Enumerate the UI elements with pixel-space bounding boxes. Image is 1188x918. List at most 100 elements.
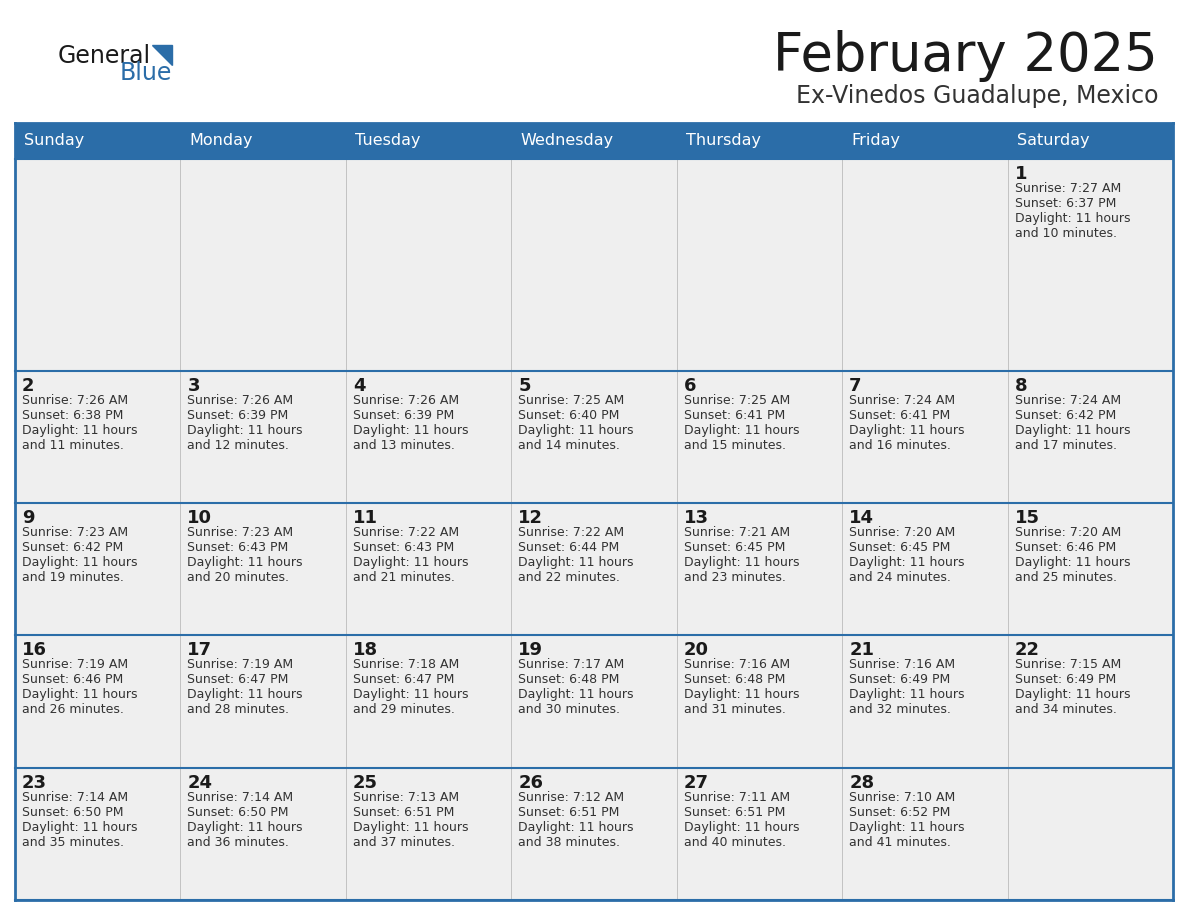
Text: Sunrise: 7:26 AM: Sunrise: 7:26 AM — [23, 394, 128, 407]
Text: Sunrise: 7:20 AM: Sunrise: 7:20 AM — [849, 526, 955, 539]
Text: 8: 8 — [1015, 376, 1028, 395]
Text: 9: 9 — [23, 509, 34, 527]
Text: Sunrise: 7:13 AM: Sunrise: 7:13 AM — [353, 790, 459, 803]
Text: Daylight: 11 hours: Daylight: 11 hours — [684, 821, 800, 834]
Text: Sunrise: 7:26 AM: Sunrise: 7:26 AM — [188, 394, 293, 407]
Text: Sunset: 6:42 PM: Sunset: 6:42 PM — [1015, 409, 1116, 421]
Bar — [15, 123, 1173, 159]
Text: Daylight: 11 hours: Daylight: 11 hours — [1015, 556, 1130, 569]
Text: and 23 minutes.: and 23 minutes. — [684, 571, 785, 584]
Text: Monday: Monday — [189, 133, 253, 149]
Text: Sunrise: 7:14 AM: Sunrise: 7:14 AM — [188, 790, 293, 803]
Text: Sunset: 6:44 PM: Sunset: 6:44 PM — [518, 541, 619, 554]
Text: and 10 minutes.: and 10 minutes. — [1015, 227, 1117, 240]
Text: Sunrise: 7:24 AM: Sunrise: 7:24 AM — [1015, 394, 1120, 407]
Text: Sunset: 6:49 PM: Sunset: 6:49 PM — [849, 674, 950, 687]
Text: Sunrise: 7:21 AM: Sunrise: 7:21 AM — [684, 526, 790, 539]
Text: and 30 minutes.: and 30 minutes. — [518, 703, 620, 716]
Text: 11: 11 — [353, 509, 378, 527]
Text: Sunset: 6:41 PM: Sunset: 6:41 PM — [849, 409, 950, 421]
Text: and 40 minutes.: and 40 minutes. — [684, 835, 785, 848]
Text: Sunrise: 7:26 AM: Sunrise: 7:26 AM — [353, 394, 459, 407]
Text: and 26 minutes.: and 26 minutes. — [23, 703, 124, 716]
Text: Daylight: 11 hours: Daylight: 11 hours — [188, 688, 303, 701]
Text: and 29 minutes.: and 29 minutes. — [353, 703, 455, 716]
Text: Sunset: 6:50 PM: Sunset: 6:50 PM — [188, 806, 289, 819]
Text: Sunset: 6:47 PM: Sunset: 6:47 PM — [353, 674, 454, 687]
Text: Daylight: 11 hours: Daylight: 11 hours — [849, 688, 965, 701]
Text: Sunset: 6:51 PM: Sunset: 6:51 PM — [518, 806, 620, 819]
Text: 4: 4 — [353, 376, 366, 395]
Text: and 22 minutes.: and 22 minutes. — [518, 571, 620, 584]
Text: and 31 minutes.: and 31 minutes. — [684, 703, 785, 716]
Text: Daylight: 11 hours: Daylight: 11 hours — [1015, 424, 1130, 437]
Text: Sunset: 6:47 PM: Sunset: 6:47 PM — [188, 674, 289, 687]
Text: Daylight: 11 hours: Daylight: 11 hours — [684, 556, 800, 569]
Text: Sunrise: 7:19 AM: Sunrise: 7:19 AM — [188, 658, 293, 671]
Text: 1: 1 — [1015, 165, 1028, 183]
Text: Daylight: 11 hours: Daylight: 11 hours — [684, 424, 800, 437]
Text: Daylight: 11 hours: Daylight: 11 hours — [518, 556, 633, 569]
Text: Tuesday: Tuesday — [355, 133, 421, 149]
Text: Sunrise: 7:20 AM: Sunrise: 7:20 AM — [1015, 526, 1120, 539]
Text: Daylight: 11 hours: Daylight: 11 hours — [188, 556, 303, 569]
Text: Sunrise: 7:22 AM: Sunrise: 7:22 AM — [353, 526, 459, 539]
Text: 13: 13 — [684, 509, 709, 527]
Text: Sunset: 6:48 PM: Sunset: 6:48 PM — [684, 674, 785, 687]
Text: Sunrise: 7:17 AM: Sunrise: 7:17 AM — [518, 658, 625, 671]
Text: and 20 minutes.: and 20 minutes. — [188, 571, 290, 584]
Text: Daylight: 11 hours: Daylight: 11 hours — [353, 556, 468, 569]
Text: Sunset: 6:46 PM: Sunset: 6:46 PM — [23, 674, 124, 687]
Text: and 19 minutes.: and 19 minutes. — [23, 571, 124, 584]
Text: Daylight: 11 hours: Daylight: 11 hours — [188, 821, 303, 834]
Polygon shape — [152, 45, 172, 65]
Text: Daylight: 11 hours: Daylight: 11 hours — [188, 424, 303, 437]
Text: Sunrise: 7:16 AM: Sunrise: 7:16 AM — [849, 658, 955, 671]
Text: 2: 2 — [23, 376, 34, 395]
Text: 19: 19 — [518, 642, 543, 659]
Text: Sunrise: 7:25 AM: Sunrise: 7:25 AM — [518, 394, 625, 407]
Text: 26: 26 — [518, 774, 543, 791]
Text: Daylight: 11 hours: Daylight: 11 hours — [1015, 212, 1130, 225]
Text: and 14 minutes.: and 14 minutes. — [518, 439, 620, 452]
Text: and 34 minutes.: and 34 minutes. — [1015, 703, 1117, 716]
Text: 3: 3 — [188, 376, 200, 395]
Text: Sunrise: 7:27 AM: Sunrise: 7:27 AM — [1015, 182, 1120, 195]
Text: Daylight: 11 hours: Daylight: 11 hours — [353, 688, 468, 701]
Bar — [15, 635, 1173, 767]
Text: Sunrise: 7:23 AM: Sunrise: 7:23 AM — [23, 526, 128, 539]
Text: Daylight: 11 hours: Daylight: 11 hours — [1015, 688, 1130, 701]
Text: and 38 minutes.: and 38 minutes. — [518, 835, 620, 848]
Text: and 37 minutes.: and 37 minutes. — [353, 835, 455, 848]
Text: Sunset: 6:38 PM: Sunset: 6:38 PM — [23, 409, 124, 421]
Text: Sunrise: 7:23 AM: Sunrise: 7:23 AM — [188, 526, 293, 539]
Text: Daylight: 11 hours: Daylight: 11 hours — [23, 688, 138, 701]
Text: and 21 minutes.: and 21 minutes. — [353, 571, 455, 584]
Text: 16: 16 — [23, 642, 48, 659]
Text: 7: 7 — [849, 376, 861, 395]
Text: Sunset: 6:41 PM: Sunset: 6:41 PM — [684, 409, 785, 421]
Text: Blue: Blue — [120, 61, 172, 85]
Text: 24: 24 — [188, 774, 213, 791]
Text: Sunrise: 7:15 AM: Sunrise: 7:15 AM — [1015, 658, 1120, 671]
Text: Sunrise: 7:10 AM: Sunrise: 7:10 AM — [849, 790, 955, 803]
Text: 10: 10 — [188, 509, 213, 527]
Text: Sunset: 6:42 PM: Sunset: 6:42 PM — [23, 541, 124, 554]
Text: Sunset: 6:39 PM: Sunset: 6:39 PM — [188, 409, 289, 421]
Text: Sunset: 6:45 PM: Sunset: 6:45 PM — [684, 541, 785, 554]
Text: General: General — [58, 44, 151, 68]
Text: and 24 minutes.: and 24 minutes. — [849, 571, 952, 584]
Text: Thursday: Thursday — [685, 133, 760, 149]
Bar — [15, 159, 1173, 371]
Text: and 13 minutes.: and 13 minutes. — [353, 439, 455, 452]
Text: Sunset: 6:48 PM: Sunset: 6:48 PM — [518, 674, 620, 687]
Text: Sunrise: 7:22 AM: Sunrise: 7:22 AM — [518, 526, 625, 539]
Text: Daylight: 11 hours: Daylight: 11 hours — [23, 556, 138, 569]
Text: Daylight: 11 hours: Daylight: 11 hours — [518, 821, 633, 834]
Text: Sunset: 6:39 PM: Sunset: 6:39 PM — [353, 409, 454, 421]
Text: 17: 17 — [188, 642, 213, 659]
Text: and 41 minutes.: and 41 minutes. — [849, 835, 952, 848]
Text: Daylight: 11 hours: Daylight: 11 hours — [353, 821, 468, 834]
Text: and 15 minutes.: and 15 minutes. — [684, 439, 785, 452]
Text: Daylight: 11 hours: Daylight: 11 hours — [849, 424, 965, 437]
